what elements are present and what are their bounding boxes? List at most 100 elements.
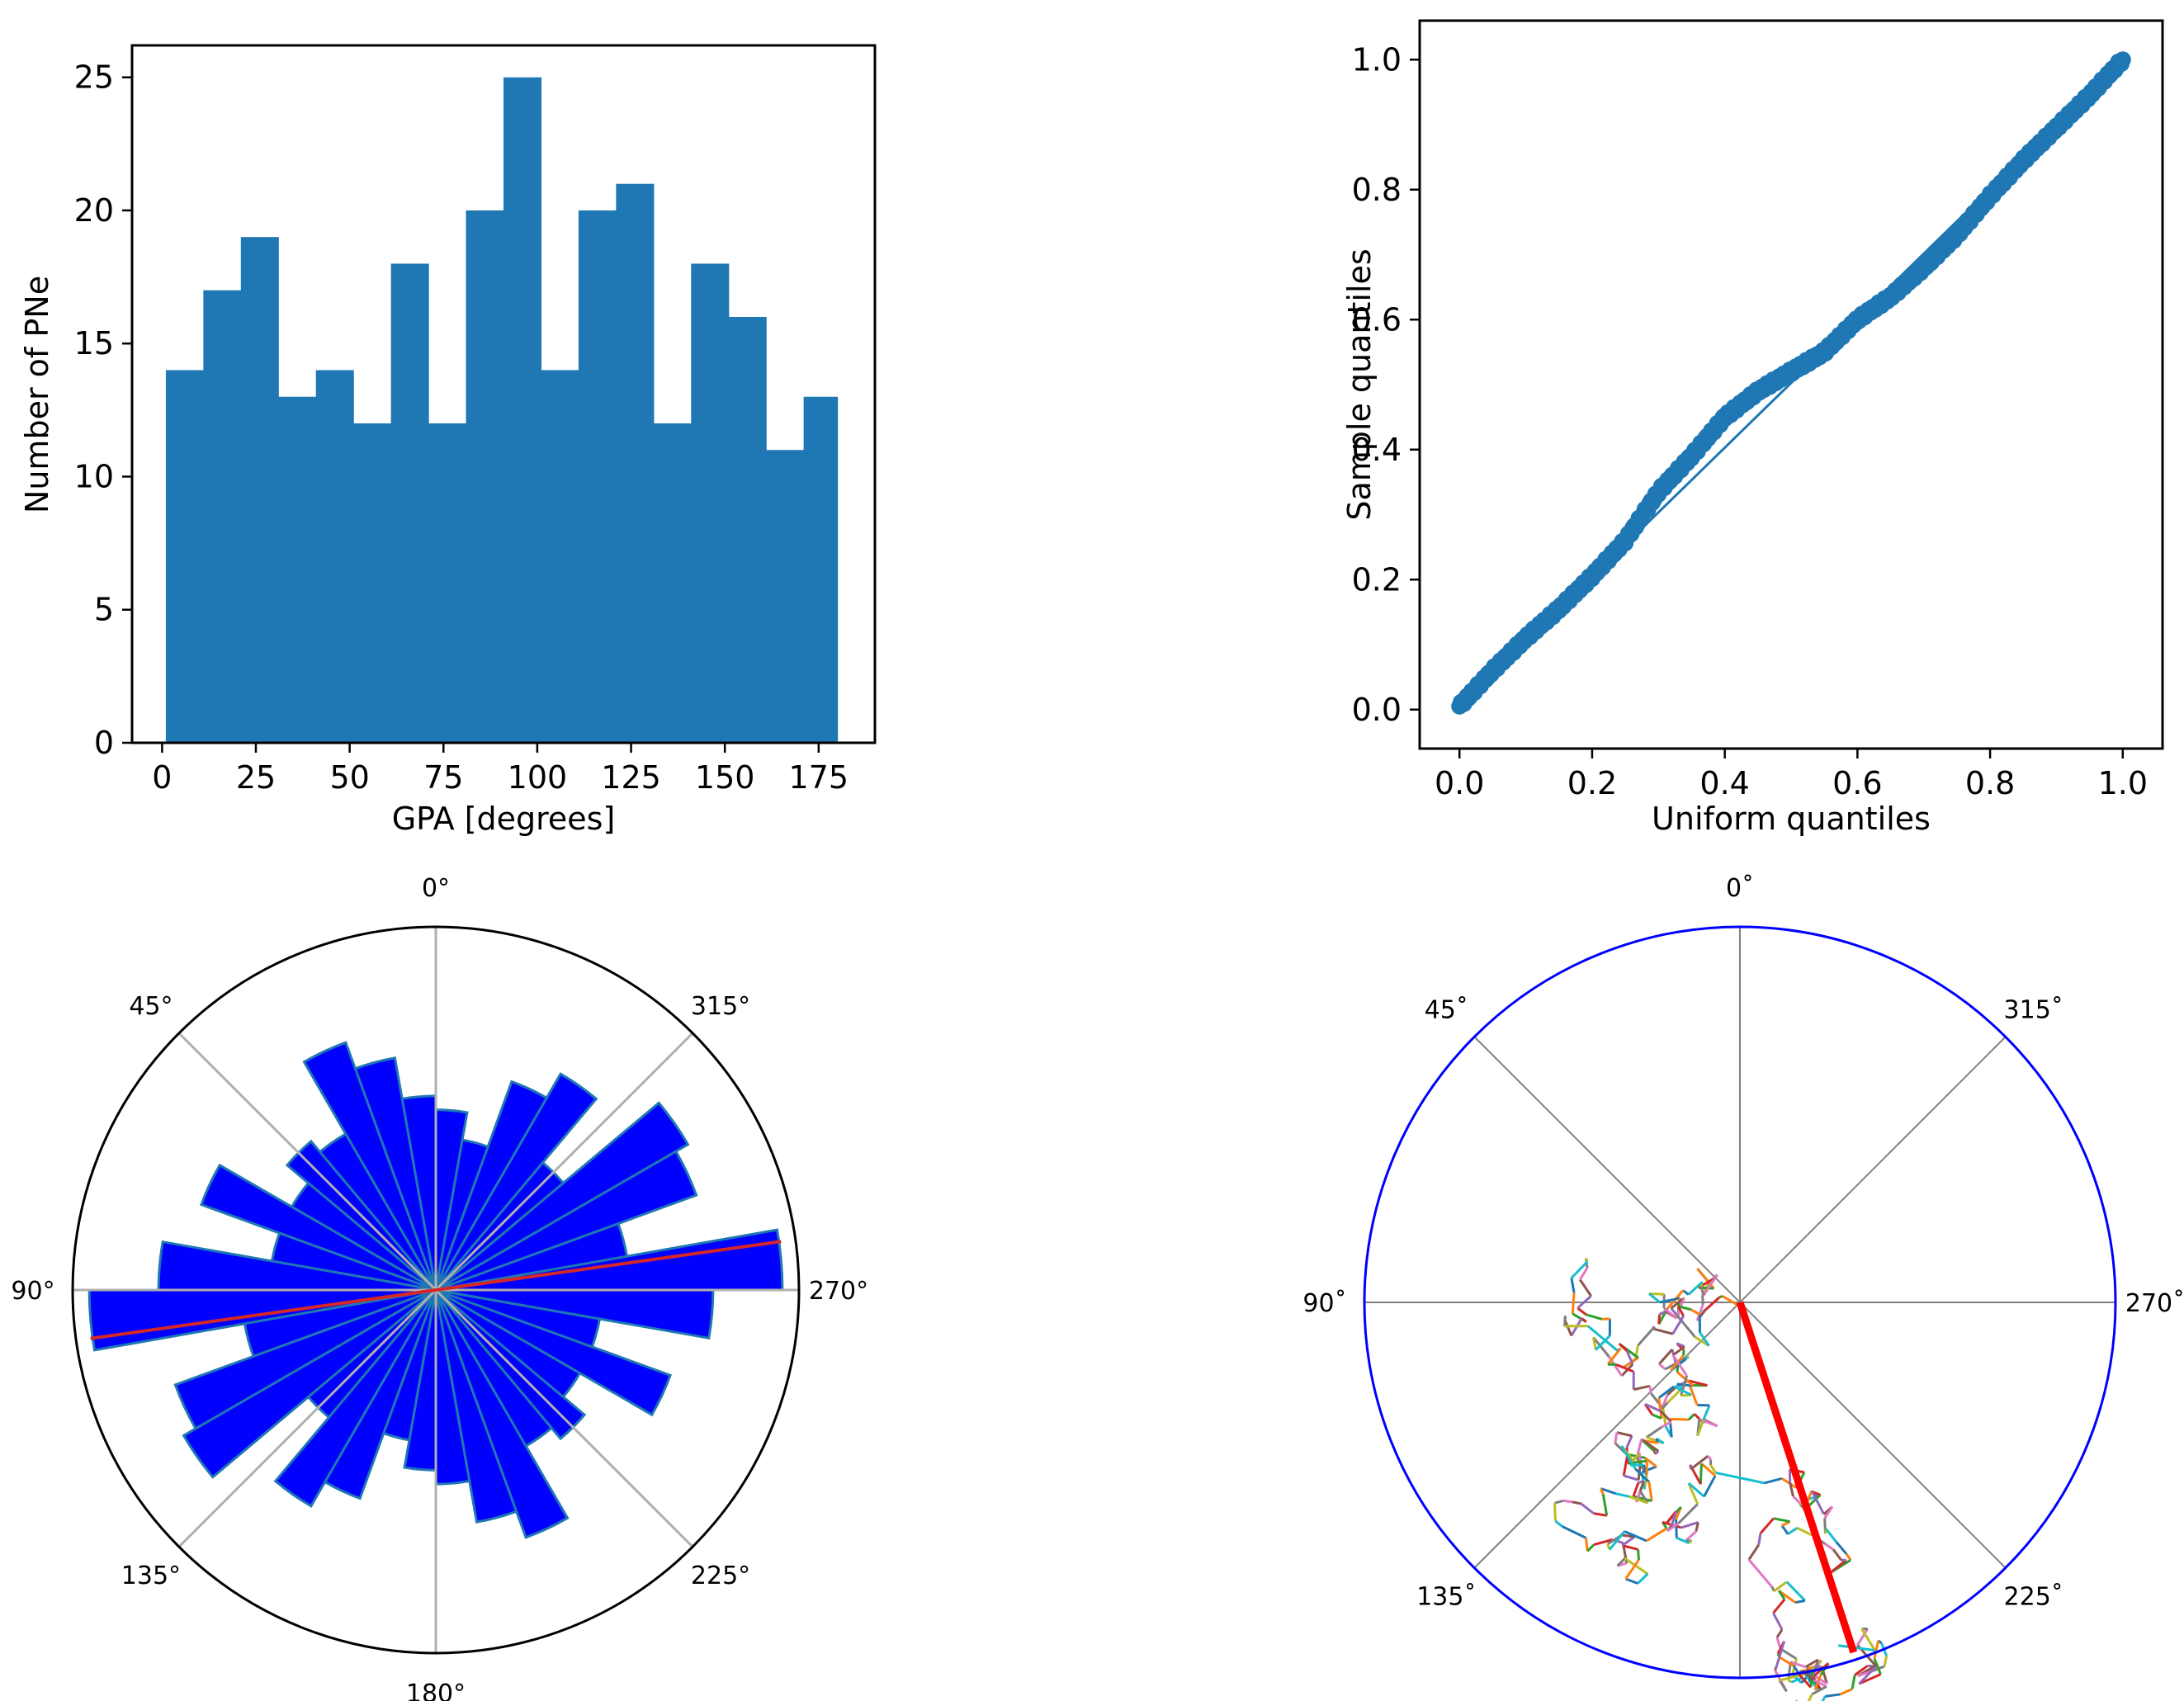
y-tick-label: 0 — [94, 725, 114, 761]
walk-step — [1773, 1581, 1788, 1593]
walk-step — [1835, 1541, 1848, 1555]
walk-step — [1663, 1307, 1678, 1320]
walk-step — [1633, 1495, 1652, 1502]
walk-step — [1580, 1502, 1595, 1514]
walk-step — [1615, 1492, 1630, 1498]
walk-angle-label: 135˚ — [1416, 1583, 1476, 1612]
qq-point — [2114, 51, 2131, 69]
walk-step — [1577, 1295, 1592, 1310]
walk-step — [1821, 1695, 1827, 1701]
walk-step — [1570, 1260, 1589, 1279]
walk-step — [1586, 1325, 1619, 1352]
walk-step — [1562, 1499, 1573, 1504]
histogram-bar — [466, 210, 504, 743]
walk-step — [1646, 1527, 1668, 1543]
x-tick-label: 0.2 — [1567, 765, 1617, 801]
walk-step — [1632, 1481, 1640, 1497]
walk-step — [1633, 1384, 1651, 1392]
walk-step — [1699, 1331, 1710, 1347]
walk-step — [1673, 1385, 1692, 1396]
walk-step — [1785, 1581, 1806, 1602]
walk-step — [1687, 1482, 1699, 1505]
walk-step — [1657, 1397, 1663, 1419]
walk-step — [1811, 1685, 1827, 1696]
walk-step — [1775, 1637, 1782, 1650]
walk-step — [1661, 1401, 1669, 1410]
walk-step — [1676, 1314, 1696, 1339]
histogram-ylabel: Number of PNe — [19, 276, 55, 513]
walk-step — [1648, 1386, 1652, 1394]
walk-step — [1707, 1455, 1713, 1461]
walk-step — [1614, 1432, 1619, 1443]
walk-step — [1640, 1438, 1660, 1453]
walk-step — [1670, 1297, 1685, 1310]
walk-step — [1658, 1363, 1666, 1371]
walk-step — [1780, 1647, 1798, 1661]
walk-step — [1652, 1327, 1674, 1335]
histogram-bar — [165, 370, 204, 743]
walk-step — [1647, 1481, 1653, 1501]
walk-step — [1837, 1644, 1875, 1652]
walk-step — [1637, 1325, 1656, 1347]
x-tick-label: 0.8 — [1965, 765, 2015, 801]
histogram-bar — [728, 316, 767, 743]
walk-step — [1773, 1517, 1790, 1524]
walk-step — [1662, 1408, 1667, 1427]
walk-step — [1811, 1659, 1820, 1678]
walk-step — [1639, 1491, 1649, 1504]
walk-step — [1572, 1500, 1582, 1505]
walk-step — [1648, 1292, 1665, 1296]
rose-angle-label: 315° — [691, 992, 750, 1021]
walk-step — [1600, 1487, 1605, 1495]
histogram-x-ticks: 0 25 50 75 100 125 150 175 — [152, 743, 849, 796]
x-tick-label: 0.0 — [1435, 765, 1484, 801]
walk-step — [1625, 1350, 1634, 1365]
walk-step — [1584, 1257, 1589, 1263]
rose-bar — [434, 1080, 549, 1291]
rose-angle-label: 0° — [422, 874, 450, 903]
walk-step — [1682, 1289, 1690, 1296]
walk-step — [1772, 1612, 1784, 1631]
x-tick-label: 75 — [423, 759, 463, 796]
walk-step — [1641, 1465, 1657, 1474]
walk-step — [1652, 1413, 1662, 1420]
walk-step — [1787, 1679, 1793, 1684]
walk-step — [1615, 1363, 1634, 1373]
walk-step — [1747, 1558, 1773, 1588]
walk-step — [1677, 1305, 1692, 1311]
walk-step — [1586, 1543, 1595, 1552]
histogram-bar — [691, 263, 730, 743]
walk-step — [1670, 1417, 1689, 1421]
x-tick-label: 0.4 — [1699, 765, 1749, 801]
walk-step — [1658, 1348, 1674, 1365]
walk-step — [1578, 1267, 1589, 1281]
walk-step — [1586, 1313, 1603, 1321]
walk-step — [1661, 1420, 1672, 1429]
walk-step — [1680, 1375, 1689, 1396]
histogram-bar — [653, 423, 692, 743]
walk-step — [1687, 1481, 1705, 1498]
y-tick-label: 10 — [74, 458, 114, 494]
walk-step — [1718, 1295, 1723, 1299]
y-tick-label: 0.6 — [1352, 301, 1402, 338]
histogram-bars — [165, 77, 839, 744]
rose-angle-label: 45° — [129, 992, 173, 1021]
rose-bar — [435, 1101, 690, 1292]
walk-step — [1593, 1512, 1607, 1517]
histogram-bar — [803, 396, 839, 743]
walk-step — [1625, 1577, 1638, 1585]
walk-step — [1798, 1673, 1812, 1689]
x-tick-label: 0 — [152, 759, 172, 796]
walk-step — [1775, 1628, 1784, 1638]
walk-step — [1779, 1672, 1808, 1682]
walk-step — [1666, 1522, 1680, 1533]
walk-step — [1854, 1665, 1869, 1676]
histogram-frame — [130, 44, 877, 744]
qq-frame — [1418, 19, 2164, 750]
walk-angle-label: 0˚ — [1726, 874, 1754, 903]
walk-step — [1629, 1495, 1648, 1505]
qq-x-ticks: 0.0 0.2 0.4 0.6 0.8 1.0 — [1435, 749, 2148, 801]
walk-step — [1623, 1474, 1639, 1481]
walk-step — [1807, 1666, 1812, 1683]
walk-step — [1618, 1343, 1629, 1352]
